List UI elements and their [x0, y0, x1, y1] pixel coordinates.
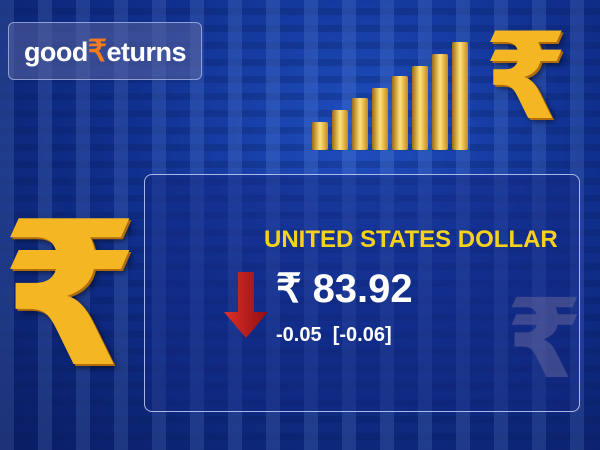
bar [452, 42, 468, 150]
rupee-icon: ₹ [0, 179, 140, 412]
currency-change: -0.05 [-0.06] [276, 324, 392, 347]
change-value: -0.05 [276, 324, 322, 346]
bar [392, 76, 408, 150]
goodreturns-logo: good₹eturns [23, 34, 187, 68]
rupee-icon: ₹ [484, 8, 568, 147]
currency-price: ₹ 83.92 [276, 267, 413, 311]
bar [312, 122, 328, 150]
rupee-icon: ₹ [506, 275, 583, 403]
bar [372, 88, 388, 150]
logo-box: good₹eturns [8, 22, 202, 80]
decorative-bar-chart [312, 40, 468, 150]
bar [412, 66, 428, 150]
change-percent: [-0.06] [332, 324, 392, 346]
currency-panel [144, 174, 580, 412]
bar [352, 98, 368, 150]
arrow-down-icon [224, 272, 268, 338]
bar [432, 54, 448, 150]
currency-name: UNITED STATES DOLLAR [264, 226, 558, 253]
bar [332, 110, 348, 150]
